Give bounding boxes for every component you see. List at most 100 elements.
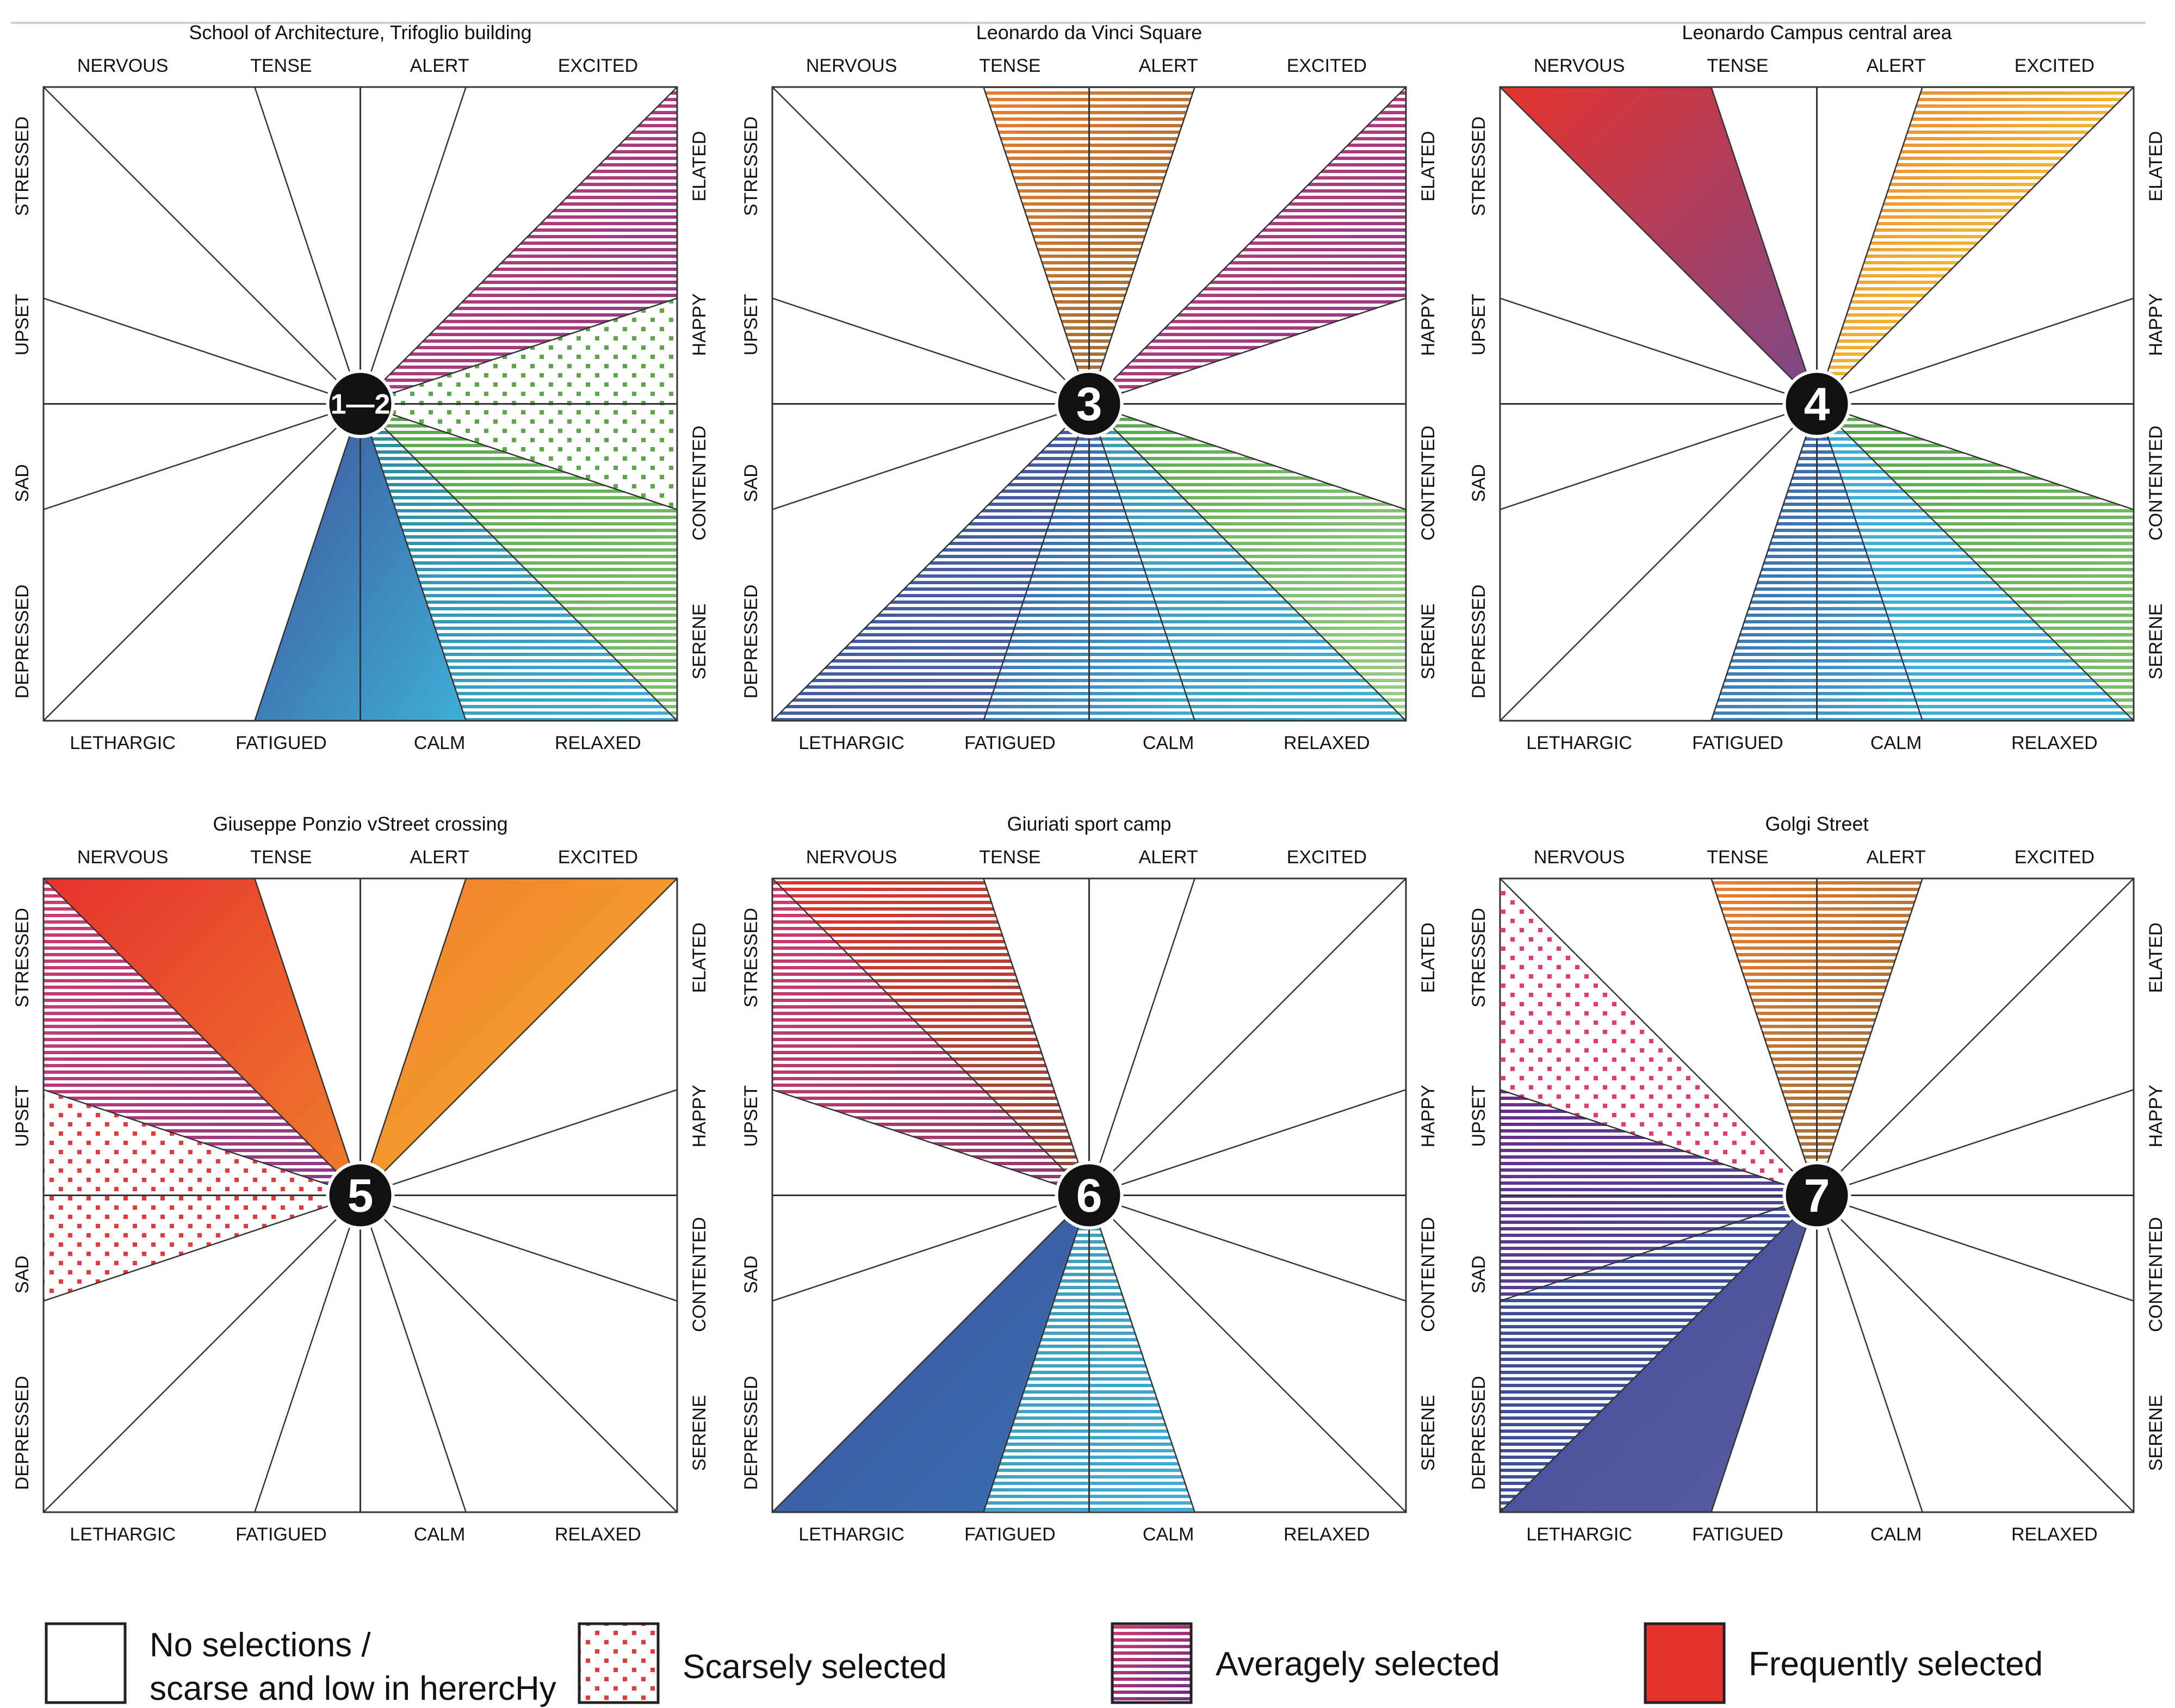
label-right: SERENE: [2146, 1395, 2166, 1471]
label-top: TENSE: [979, 55, 1040, 76]
radial-line: [1089, 1195, 1406, 1302]
radial-line: [1088, 86, 1195, 404]
radial-line: [360, 403, 678, 721]
panel-title: Leonardo Campus central area: [1682, 21, 1952, 44]
radial-line: [360, 86, 467, 404]
legend-item-average: Averagely selected: [1111, 1622, 1500, 1704]
panel-title: School of Architecture, Trifoglio buildi…: [189, 21, 531, 44]
radial-line: [360, 878, 678, 1196]
label-top: EXCITED: [558, 55, 638, 76]
radial-line: [772, 1195, 1089, 1302]
label-bottom: FATIGUED: [964, 733, 1056, 753]
label-top: NERVOUS: [77, 55, 169, 76]
radial-line: [360, 298, 678, 405]
label-bottom: FATIGUED: [1692, 1524, 1783, 1545]
label-right: HAPPY: [1418, 1085, 1439, 1147]
label-left: STRESSED: [741, 116, 761, 216]
radial-line: [1499, 86, 1818, 405]
radial-line: [1499, 1089, 1817, 1196]
label-top: EXCITED: [558, 847, 638, 868]
label-bottom: LETHARGIC: [798, 1524, 904, 1545]
label-left: UPSET: [1468, 294, 1489, 355]
radial-line: [1816, 86, 1923, 404]
radial-line: [772, 403, 1090, 721]
site-badge: [1055, 369, 1124, 438]
radial-line: [254, 404, 361, 721]
radial-line: [1817, 403, 2134, 510]
legend-swatch-frequent: [1644, 1622, 1726, 1704]
panel-title: Giuseppe Ponzio vStreet crossing: [213, 813, 507, 835]
radial-line: [983, 404, 1090, 721]
label-bottom: LETHARGIC: [70, 1524, 176, 1545]
radial-line: [1816, 878, 1923, 1196]
radial-line: [1817, 298, 2134, 405]
label-right: ELATED: [1418, 923, 1439, 993]
radial-line: [43, 298, 361, 405]
panel-3: Leonardo Campus central area NERVOUS LETHA…: [1468, 21, 2166, 753]
label-right: SERENE: [689, 1395, 710, 1471]
radial-line: [1711, 878, 1818, 1196]
label-left: STRESSED: [741, 908, 761, 1007]
label-bottom: FATIGUED: [236, 733, 327, 753]
radial-line: [772, 403, 1089, 510]
radial-line: [1499, 1195, 1817, 1302]
site-badge-number: 6: [1076, 1170, 1102, 1222]
radial-line: [1816, 1195, 2134, 1513]
radial-line: [1088, 403, 1406, 721]
label-right: CONTENTED: [1418, 1217, 1439, 1332]
label-bottom: CALM: [414, 1524, 465, 1545]
label-left: STRESSED: [12, 116, 33, 216]
label-bottom: CALM: [1870, 1524, 1922, 1545]
label-left: DEPRESSED: [741, 585, 761, 699]
site-badge-number: 5: [348, 1170, 374, 1222]
radial-line: [43, 878, 361, 1196]
label-right: HAPPY: [1418, 293, 1439, 356]
label-top: ALERT: [1867, 847, 1926, 868]
radial-line: [1817, 1089, 2134, 1196]
site-badge: [1782, 369, 1851, 438]
label-bottom: RELAXED: [555, 1524, 641, 1545]
radial-line: [1499, 403, 1817, 510]
radial-line: [360, 1195, 678, 1513]
label-right: CONTENTED: [689, 425, 710, 541]
label-bottom: RELAXED: [2011, 733, 2098, 753]
radial-line: [772, 878, 1090, 1196]
label-left: SAD: [12, 464, 33, 502]
label-right: SERENE: [1418, 1395, 1439, 1471]
site-badge: [1782, 1161, 1851, 1230]
label-bottom: FATIGUED: [236, 1524, 327, 1545]
panel-2: Leonardo da Vinci Square NERVOUS LETHARGIC…: [741, 21, 1439, 753]
radial-line: [1711, 86, 1818, 404]
label-left: SAD: [1468, 464, 1489, 502]
label-right: SERENE: [689, 603, 710, 679]
site-badge-number: 3: [1076, 379, 1102, 431]
label-right: CONTENTED: [1418, 425, 1439, 541]
label-top: ALERT: [410, 55, 469, 76]
radial-line: [360, 878, 467, 1196]
label-top: EXCITED: [2015, 847, 2095, 868]
label-bottom: FATIGUED: [964, 1524, 1056, 1545]
radial-line: [1089, 298, 1406, 405]
label-bottom: CALM: [414, 733, 465, 753]
radial-line: [1088, 1195, 1406, 1513]
label-bottom: RELAXED: [555, 733, 641, 753]
radial-line: [983, 86, 1090, 404]
panel-title: Leonardo da Vinci Square: [976, 21, 1203, 44]
radial-line: [772, 1195, 1090, 1513]
label-bottom: LETHARGIC: [798, 733, 904, 753]
legend-item-none: No selections / scarse and low in herercH…: [45, 1622, 556, 1707]
label-top: ALERT: [1867, 55, 1926, 76]
radial-line: [1816, 403, 2134, 721]
legend-label-frequent: Frequently selected: [1749, 1645, 2043, 1683]
label-left: STRESSED: [1468, 116, 1489, 216]
label-right: CONTENTED: [2146, 1217, 2166, 1332]
label-top: ALERT: [1139, 847, 1198, 868]
label-left: DEPRESSED: [12, 1376, 33, 1490]
radial-line: [1088, 878, 1406, 1196]
label-right: HAPPY: [2146, 1085, 2166, 1147]
site-badge-number: 7: [1804, 1170, 1830, 1222]
label-bottom: CALM: [1143, 1524, 1194, 1545]
radial-line: [360, 1195, 467, 1513]
legend-swatch-none: [45, 1622, 127, 1704]
